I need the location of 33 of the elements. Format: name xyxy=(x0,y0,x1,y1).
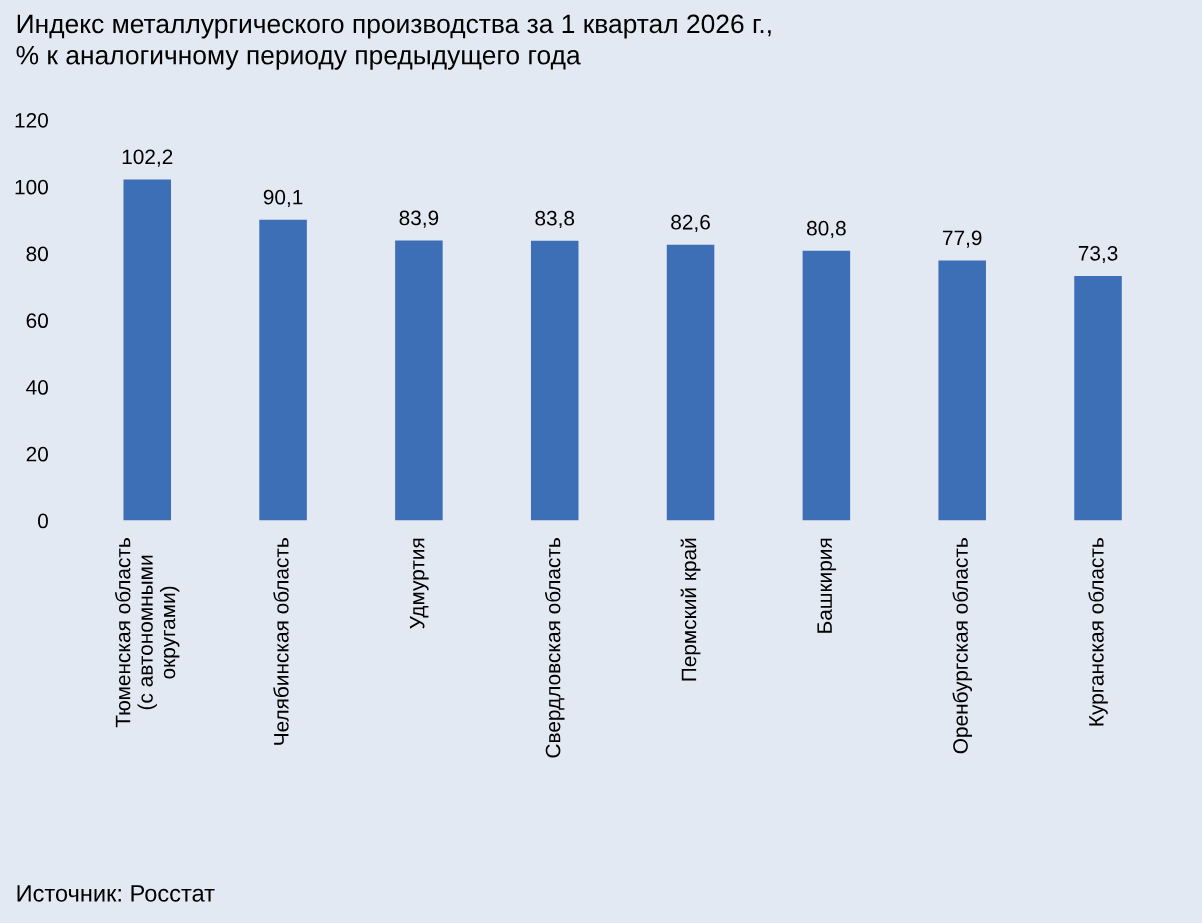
y-tick-label: 120 xyxy=(15,112,48,128)
data-label: 83,8 xyxy=(535,210,575,229)
y-tick-label: 80 xyxy=(26,246,48,262)
bar xyxy=(938,260,986,521)
bar xyxy=(530,240,579,521)
y-tick-label: 40 xyxy=(26,380,48,395)
bar xyxy=(666,244,715,521)
data-label: 73,3 xyxy=(1078,245,1118,264)
data-label: 77,9 xyxy=(943,230,982,248)
x-tick-label: Свердловская область xyxy=(544,538,565,758)
data-label: 83,9 xyxy=(399,210,439,228)
x-tick-label: Пермский край xyxy=(680,538,701,681)
chart-title: Индекс металлургического производства за 1 квартал 2026 г., % к аналогичному периоду предыдущего года xyxy=(16,14,771,70)
y-tick-label: 100 xyxy=(15,179,48,195)
bar xyxy=(395,240,443,521)
x-tick-label: Курганская область xyxy=(1088,538,1108,726)
x-tick-label: Оренбургская область xyxy=(952,538,972,754)
y-tick-label: 0 xyxy=(38,513,48,529)
data-label: 90,1 xyxy=(263,189,303,208)
data-label: 102,2 xyxy=(122,149,173,167)
x-tick-label: Башкирия xyxy=(817,538,837,633)
bar xyxy=(802,250,851,521)
y-tick-label: 20 xyxy=(26,446,48,462)
bar xyxy=(259,219,307,521)
x-tick-label: Тюменская область (с автономными округами) xyxy=(114,538,180,728)
data-label: 82,6 xyxy=(671,214,710,233)
text: Источник: Росстат xyxy=(17,885,215,902)
bar xyxy=(123,179,172,521)
x-tick-label: Удмуртия xyxy=(409,538,429,629)
x-tick-label: Челябинская область xyxy=(273,538,289,745)
y-tick-label: 60 xyxy=(26,313,48,329)
bar xyxy=(1074,275,1122,521)
data-label: 80,8 xyxy=(807,220,846,239)
